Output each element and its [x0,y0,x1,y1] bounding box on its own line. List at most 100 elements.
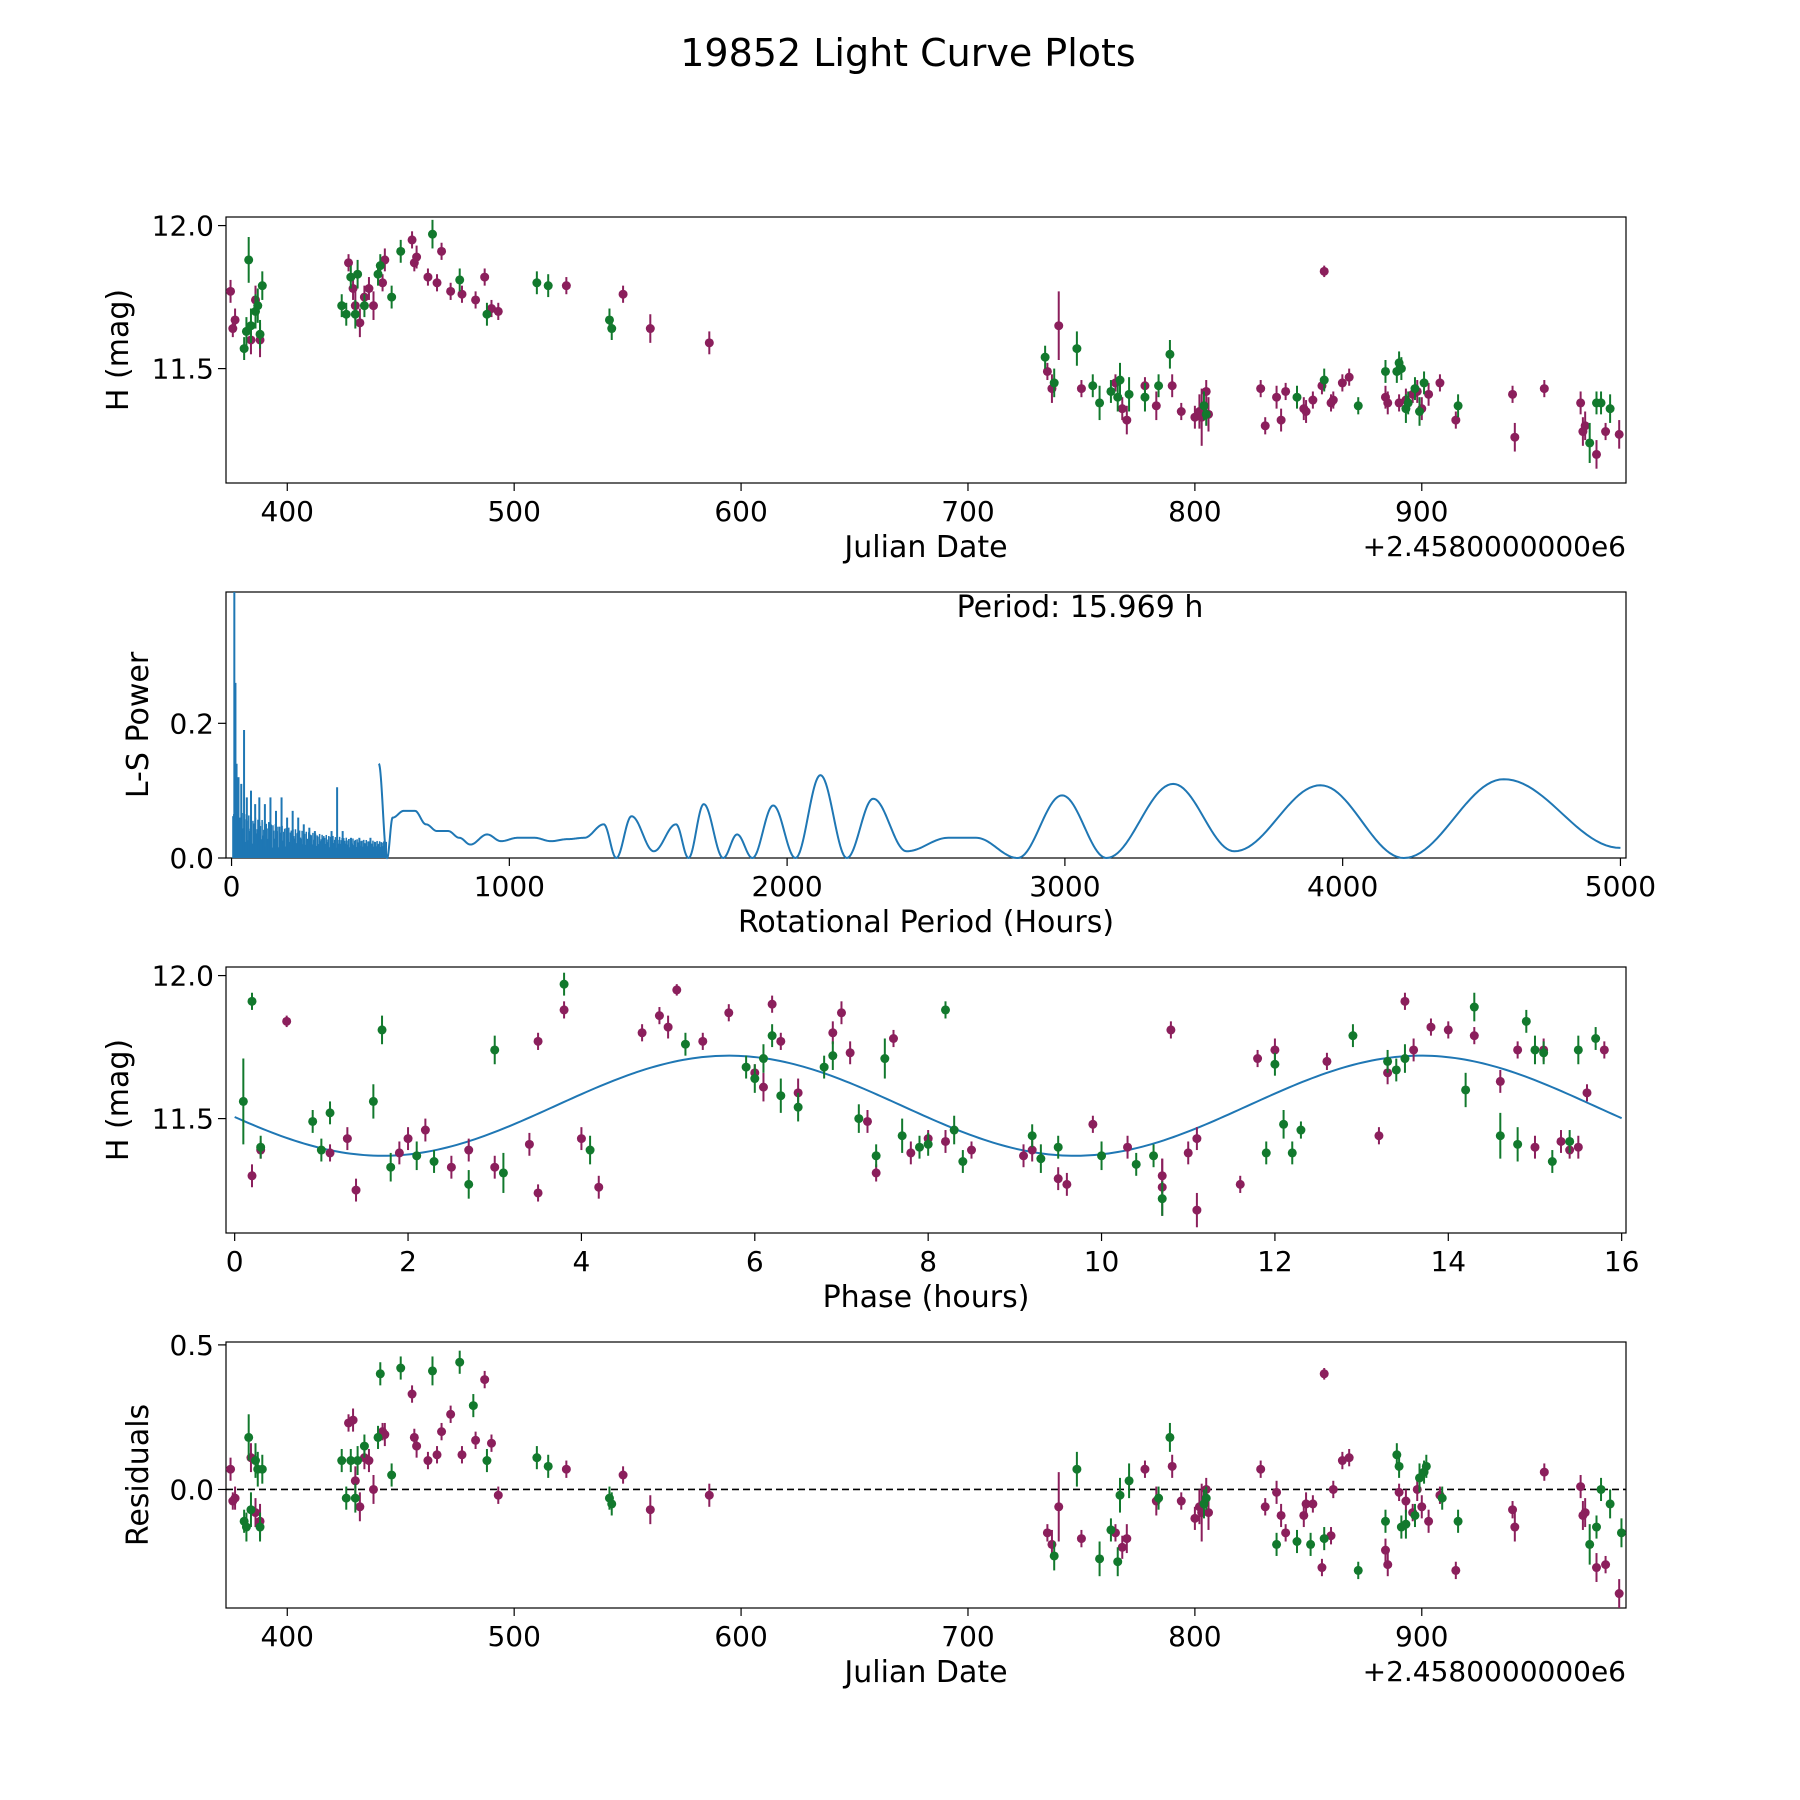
green-point [1616,1528,1626,1538]
magenta-point [1176,1496,1186,1506]
magenta-point [1344,1453,1354,1463]
panel-residuals-x-offset: +2.4580000000e6 [1363,1655,1626,1688]
magenta-point [1614,429,1624,439]
magenta-point [364,1456,374,1466]
green-point [1287,1148,1297,1158]
green-point [776,1091,786,1101]
x-tick-label: 3000 [1029,870,1100,903]
green-point [854,1114,864,1124]
green-point [1292,392,1302,402]
green-point [1165,349,1175,359]
panel-lightcurve-ylabel: H (mag) [101,289,136,411]
green-point [1461,1085,1471,1095]
x-tick-label: 1000 [474,870,545,903]
x-tick-label: 800 [1168,1620,1221,1653]
green-point [750,1074,760,1084]
magenta-point [1451,415,1461,425]
green-point [1539,1048,1549,1058]
green-point [359,1441,369,1451]
green-point [819,1062,829,1072]
green-point [373,1432,383,1442]
green-point [1319,375,1329,385]
magenta-point [423,1456,433,1466]
magenta-point [698,1036,708,1046]
green-point [1565,1136,1575,1146]
magenta-point [1508,1505,1518,1515]
panel-phased-marks [234,972,1623,1228]
magenta-point [1166,1025,1176,1035]
green-point [1419,378,1429,388]
green-point [1410,384,1420,394]
magenta-point [1019,1151,1029,1161]
magenta-point [412,252,422,262]
green-point [758,1054,768,1064]
green-point [1605,404,1615,414]
x-tick-label: 4 [573,1245,591,1278]
green-point [341,1493,351,1503]
green-point [247,996,257,1006]
x-tick-label: 5000 [1585,870,1656,903]
green-point [680,1039,690,1049]
green-point [1573,1045,1583,1055]
magenta-point [1337,1456,1347,1466]
magenta-point [1272,392,1282,402]
magenta-point [420,1125,430,1135]
magenta-point [672,985,682,995]
magenta-point [1401,1496,1411,1506]
green-point [308,1116,318,1126]
panel-lightcurve: 400 500 600 700 800 900 11.5 12.0 Julian Date +… [101,210,1627,565]
magenta-point [533,1036,543,1046]
green-point [1270,1059,1280,1069]
green-point [1272,1539,1282,1549]
green-point [498,1168,508,1178]
x-tick-label: 900 [1395,1620,1448,1653]
y-tick-label: 0.2 [169,707,214,740]
fit-curve-line [234,1054,1623,1157]
green-point [482,1456,492,1466]
green-point [585,1145,595,1155]
magenta-point [1592,1563,1602,1573]
magenta-point [1190,1513,1200,1523]
green-point [793,1102,803,1112]
green-point [316,1145,326,1155]
magenta-point [348,1415,358,1425]
green-point [455,1357,465,1367]
x-tick-label: 0 [223,870,241,903]
magenta-point [464,1145,474,1155]
green-point [490,1045,500,1055]
green-point [607,1499,617,1509]
green-point [1513,1139,1523,1149]
panel-residuals-frame [225,1341,1627,1609]
green-point [1453,1516,1463,1526]
green-point [1596,398,1606,408]
magenta-point [1281,1528,1291,1538]
magenta-point [1409,1045,1419,1055]
magenta-point [1253,1054,1263,1064]
x-tick-label: 700 [941,1620,994,1653]
magenta-point [1383,1560,1393,1570]
magenta-point [1183,1148,1193,1158]
green-point [238,1096,248,1106]
y-tick-label: 0.0 [169,1473,214,1506]
magenta-point [368,301,378,311]
magenta-point [380,1430,390,1440]
magenta-point [1469,1031,1479,1041]
green-point [741,1062,751,1072]
green-point [386,1162,396,1172]
magenta-point [1301,406,1311,416]
magenta-point [1308,395,1318,405]
green-point [1348,1031,1358,1041]
magenta-point [493,306,503,316]
magenta-point [1088,1119,1098,1129]
green-point [532,278,542,288]
panel-residuals: 400 500 600 700 800 900 0.0 0.5 Julian Date +2.… [121,1329,1627,1690]
y-tick-label: 0.0 [169,842,214,875]
magenta-point [403,1134,413,1144]
magenta-point [654,1011,664,1021]
green-point [828,1051,838,1061]
y-tick-label: 12.0 [152,960,214,993]
magenta-point [364,284,374,294]
green-point [1157,1194,1167,1204]
magenta-point [618,289,628,299]
